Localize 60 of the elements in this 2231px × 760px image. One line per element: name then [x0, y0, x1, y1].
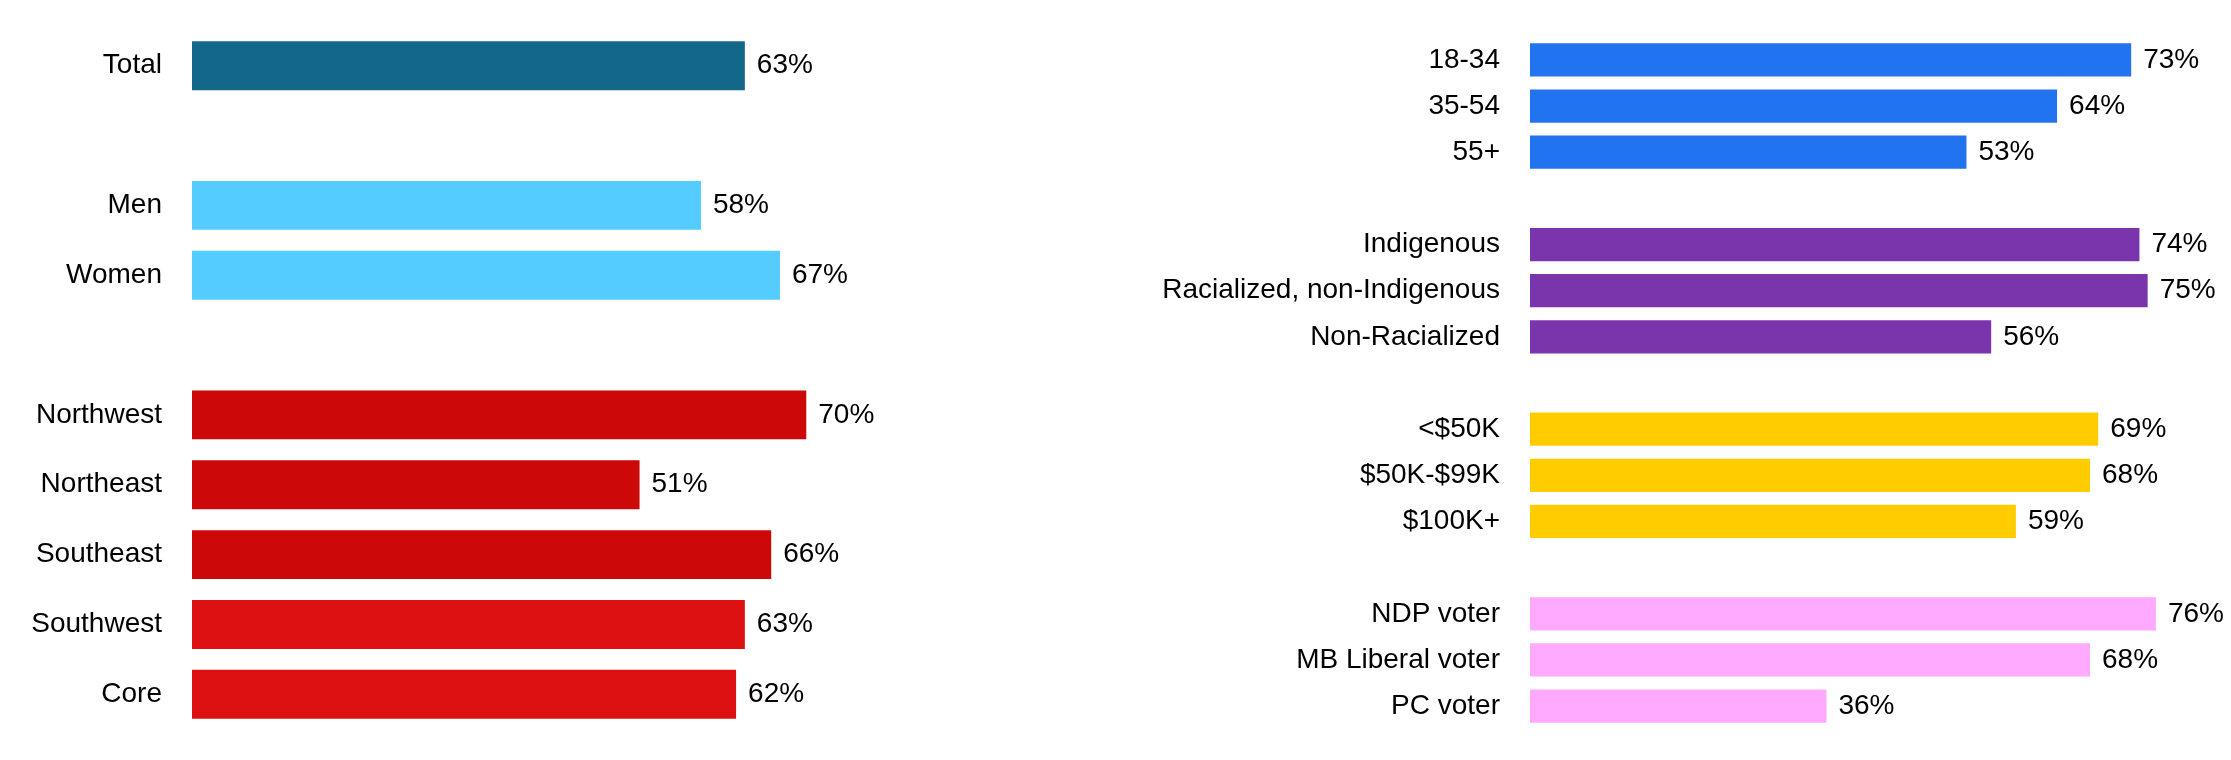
- bar: [1530, 89, 2058, 123]
- data-label: 51%: [651, 467, 708, 499]
- bar: [1530, 227, 2140, 262]
- bar: [1530, 274, 2148, 308]
- y-tick-label: Non-Racialized: [1310, 319, 1500, 351]
- data-label: 58%: [712, 188, 770, 220]
- bar: [1530, 412, 2099, 446]
- bar: [1530, 597, 2156, 631]
- y-tick-label: Racialized, non-Indigenous: [1162, 273, 1500, 305]
- y-tick-label: NDP voter: [1371, 596, 1500, 628]
- bar: [192, 41, 745, 91]
- y-tick-label: Southwest: [31, 607, 163, 639]
- bar: [192, 530, 772, 580]
- y-tick-label: Northeast: [40, 467, 163, 499]
- y-tick-label: Northwest: [35, 397, 163, 429]
- data-label: 62%: [748, 677, 805, 708]
- y-tick-label: 35-54: [1428, 88, 1500, 120]
- y-tick-label: MB Liberal voter: [1296, 642, 1500, 674]
- bar: [1530, 643, 2091, 677]
- data-label: 36%: [1838, 688, 1895, 720]
- data-label: 53%: [1978, 134, 2035, 166]
- data-label: 68%: [2102, 458, 2159, 490]
- bar: [1530, 689, 1827, 723]
- bar: [192, 600, 745, 649]
- y-tick-label: Men: [107, 188, 162, 220]
- bar: [1530, 135, 1967, 169]
- y-tick-label: Indigenous: [1362, 227, 1500, 259]
- bar: [192, 250, 780, 300]
- y-tick-label: 18-34: [1428, 42, 1500, 74]
- data-label: 64%: [2069, 88, 2126, 120]
- bar: [192, 390, 807, 440]
- y-tick-label: Total: [102, 48, 162, 80]
- data-label: 74%: [2151, 227, 2208, 259]
- y-tick-label: <$50K: [1418, 411, 1501, 443]
- y-tick-label: PC voter: [1391, 688, 1500, 720]
- data-label: 68%: [2102, 642, 2159, 674]
- data-label: 67%: [791, 257, 849, 289]
- data-label: 70%: [818, 397, 875, 429]
- data-label: 66%: [783, 537, 840, 569]
- data-label: 63%: [756, 48, 813, 80]
- bar: [1530, 43, 2132, 77]
- data-label: 59%: [2027, 504, 2084, 536]
- y-tick-label: Core: [101, 677, 162, 708]
- bar: [1530, 320, 1992, 354]
- data-label: 69%: [2110, 411, 2167, 443]
- data-label: 76%: [2167, 596, 2224, 628]
- data-label: 73%: [2143, 42, 2200, 74]
- data-label: 63%: [756, 607, 813, 639]
- bar: [1530, 458, 2091, 492]
- data-label: 56%: [2003, 319, 2060, 351]
- y-tick-label: $100K+: [1402, 504, 1500, 536]
- bar: [1530, 504, 2016, 539]
- bar: [192, 460, 640, 510]
- bar: [192, 669, 737, 719]
- y-tick-label: Southeast: [35, 537, 163, 569]
- y-tick-label: Women: [66, 257, 162, 289]
- data-label: 75%: [2159, 273, 2216, 305]
- y-tick-label: $50K-$99K: [1359, 458, 1501, 490]
- bar: [192, 180, 701, 230]
- y-tick-label: 55+: [1452, 134, 1500, 166]
